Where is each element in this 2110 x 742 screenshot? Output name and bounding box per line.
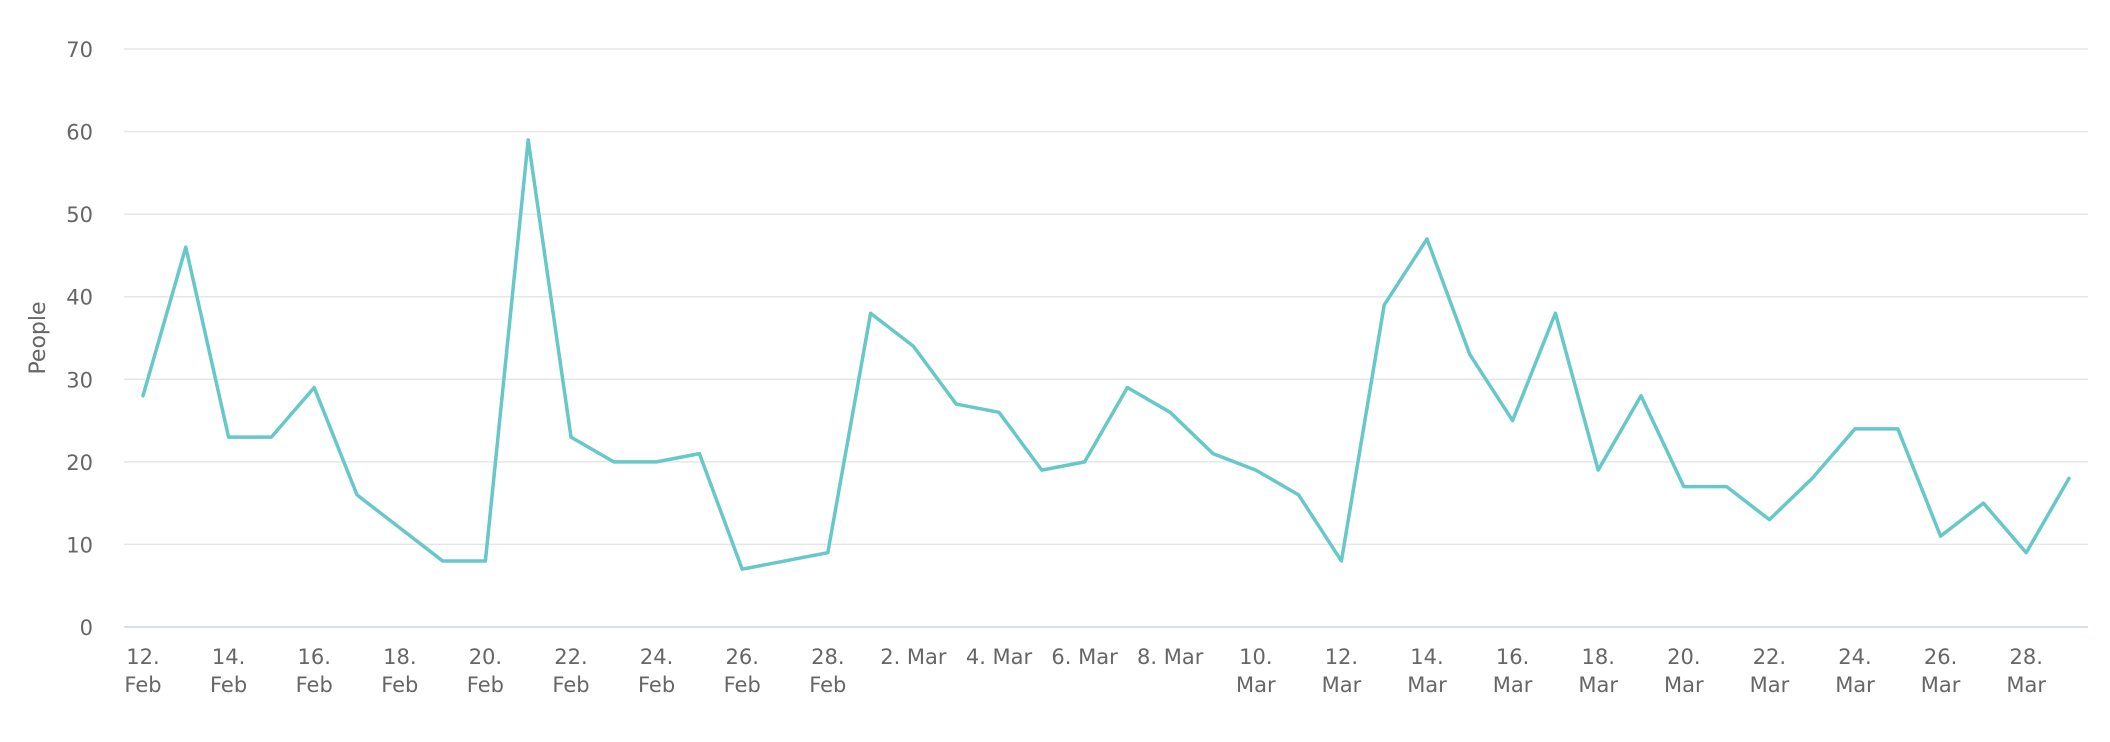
x-tick-label: 10. Mar [1236, 645, 1276, 697]
x-tick-label: 22. Feb [552, 645, 589, 697]
y-tick-label: 20 [66, 451, 93, 475]
x-tick-label: 6. Mar [1051, 645, 1118, 669]
x-tick-label: 2. Mar [880, 645, 947, 669]
x-tick-label: 24. Mar [1835, 645, 1875, 697]
gridlines [124, 48, 2088, 628]
x-tick-label: 28. Feb [809, 645, 846, 697]
y-tick-label: 40 [66, 286, 93, 310]
x-tick-label: 26. Feb [724, 645, 761, 697]
y-tick-label: 50 [66, 203, 93, 227]
x-tick-label: 12. Mar [1322, 645, 1362, 697]
x-tick-label: 20. Mar [1664, 645, 1704, 697]
y-tick-label: 0 [80, 616, 93, 640]
x-tick-label: 16. Mar [1493, 645, 1533, 697]
y-tick-label: 60 [66, 121, 93, 145]
x-tick-label: 14. Feb [210, 645, 247, 697]
y-tick-label: 30 [66, 368, 93, 392]
x-tick-label: 24. Feb [638, 645, 675, 697]
y-axis-label: People [26, 301, 51, 374]
x-tick-label: 20. Feb [467, 645, 504, 697]
x-tick-label: 18. Mar [1578, 645, 1618, 697]
x-tick-label: 22. Mar [1750, 645, 1790, 697]
y-axis-tick-labels: 0 10 20 30 40 50 60 70 [66, 38, 93, 640]
y-tick-label: 10 [66, 533, 93, 557]
x-tick-label: 12. Feb [124, 645, 161, 697]
x-axis-tick-labels: 12. Feb 14. Feb 16. Feb 18. Feb 20. Feb 22. Feb 24. F… [124, 645, 2046, 697]
x-tick-label: 8. Mar [1137, 645, 1204, 669]
series-layer [141, 138, 2071, 571]
x-tick-label: 4. Mar [966, 645, 1033, 669]
y-tick-label: 70 [66, 38, 93, 62]
series-line [141, 138, 2071, 571]
x-tick-label: 14. Mar [1407, 645, 1447, 697]
x-tick-label: 16. Feb [296, 645, 333, 697]
x-tick-label: 18. Feb [381, 645, 418, 697]
x-tick-label: 28. Mar [2006, 645, 2046, 697]
x-tick-label: 26. Mar [1921, 645, 1961, 697]
